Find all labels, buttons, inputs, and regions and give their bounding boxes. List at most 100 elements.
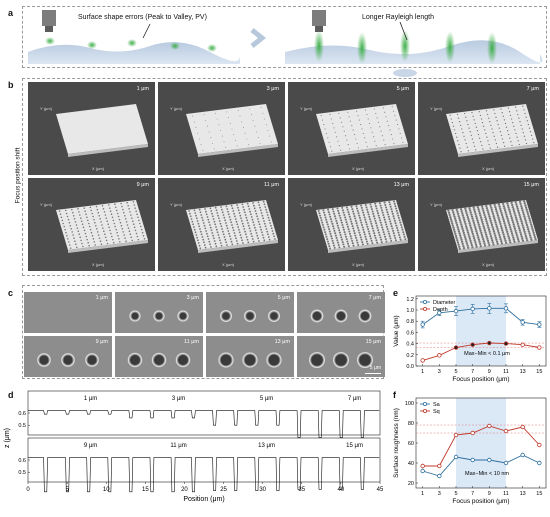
surface-pit [527, 214, 530, 218]
surface-pit [342, 211, 345, 214]
surface-pit [129, 211, 131, 213]
surface-pit [329, 218, 332, 221]
surface-pit [217, 214, 219, 217]
surface-pit [512, 223, 515, 226]
surface-pit [401, 228, 404, 231]
surface-pit [375, 207, 378, 210]
surface-pit [198, 138, 200, 140]
surface-pit [488, 217, 492, 220]
surface-pit [106, 220, 108, 222]
surface-pit [500, 242, 504, 245]
surface-pit [347, 144, 349, 146]
surface-pit [479, 214, 482, 217]
surface-pit [394, 239, 397, 242]
surface-pit [512, 121, 514, 124]
surface-pit [475, 217, 478, 220]
surface-pit [484, 231, 487, 234]
data-point [487, 306, 492, 311]
surface-pit [371, 131, 373, 133]
tile-label: 13 μm [393, 182, 409, 188]
surface-pit [507, 237, 511, 240]
surface-pit [463, 218, 466, 221]
surface-pit [221, 208, 223, 211]
surface-pit [459, 221, 462, 224]
surface-pit [351, 239, 354, 242]
surface-pit [255, 232, 258, 234]
surface-pit [480, 233, 484, 237]
surface-pit [475, 126, 478, 128]
surface-pit [477, 208, 480, 211]
panel-f-letter: f [393, 390, 396, 400]
data-point [537, 322, 542, 327]
surface-pit [517, 113, 519, 116]
surface-pit [352, 212, 355, 215]
surface-pit [345, 221, 348, 224]
surface-pit [500, 134, 503, 137]
surface-pit [484, 215, 487, 219]
y-tick-label: 40 [408, 461, 414, 467]
surface-pit [204, 208, 206, 210]
surface-pit [65, 212, 68, 215]
surface-pit [489, 121, 491, 123]
data-point [420, 322, 425, 327]
surface-pit [472, 141, 475, 144]
surface-pit [199, 211, 202, 214]
surface-pit [95, 225, 97, 227]
surface-pit [230, 240, 233, 243]
surface-pit [75, 224, 78, 226]
surface-pit [503, 209, 507, 212]
surface-pit [104, 233, 106, 235]
surface-pit [381, 228, 384, 231]
data-point [503, 428, 509, 434]
surface-pit [460, 238, 463, 241]
surface-pit [518, 143, 520, 146]
surface-pit [267, 233, 269, 236]
surface-pit [506, 130, 509, 132]
surface-pit [503, 222, 506, 225]
surface-pit [474, 212, 477, 216]
surface-pit [379, 236, 382, 239]
surface-pit [380, 241, 383, 244]
pit-core [131, 312, 139, 320]
surface-map-tile: 9 μm X (μm) Y (μm) [28, 178, 155, 271]
surface-pit [122, 231, 124, 233]
surface-pit [118, 218, 121, 221]
surface-pit [520, 235, 523, 238]
surface-pit [344, 233, 347, 236]
surface-pit [371, 227, 374, 230]
surface-pit [383, 218, 386, 221]
surface-pit [523, 109, 525, 111]
y-tick-label: 0.6 [406, 330, 414, 336]
surface-pit [230, 204, 233, 207]
surface-pit [125, 221, 128, 223]
surface-pit [75, 243, 77, 245]
pit-rim [334, 309, 348, 323]
surface-pit [366, 211, 369, 214]
beam-spot [127, 39, 137, 47]
surface-pit [202, 238, 205, 241]
surface-pit [379, 219, 382, 222]
surface-pit [116, 212, 119, 215]
surface-pit [220, 225, 223, 228]
surface-pit [524, 112, 526, 115]
surface-pit [235, 237, 237, 240]
surface-pit [466, 244, 469, 247]
surface-pit [101, 224, 103, 226]
pit-core [312, 311, 322, 321]
surface-pit [194, 231, 197, 234]
pit-core [268, 354, 280, 366]
surface-pit [501, 229, 504, 232]
surface-pit [457, 243, 460, 246]
surface-pit [267, 236, 270, 238]
surface-pit [378, 233, 381, 237]
surface-pit [382, 107, 384, 109]
surface-pit [106, 242, 109, 245]
surface-pit [105, 217, 108, 219]
surface-pit [269, 222, 271, 224]
surface-pit [494, 112, 496, 115]
surface-pit [256, 131, 258, 133]
surface-pit [356, 226, 360, 229]
surface-pit [370, 127, 372, 129]
surface-pit [128, 230, 131, 232]
surface-pit [372, 229, 375, 232]
